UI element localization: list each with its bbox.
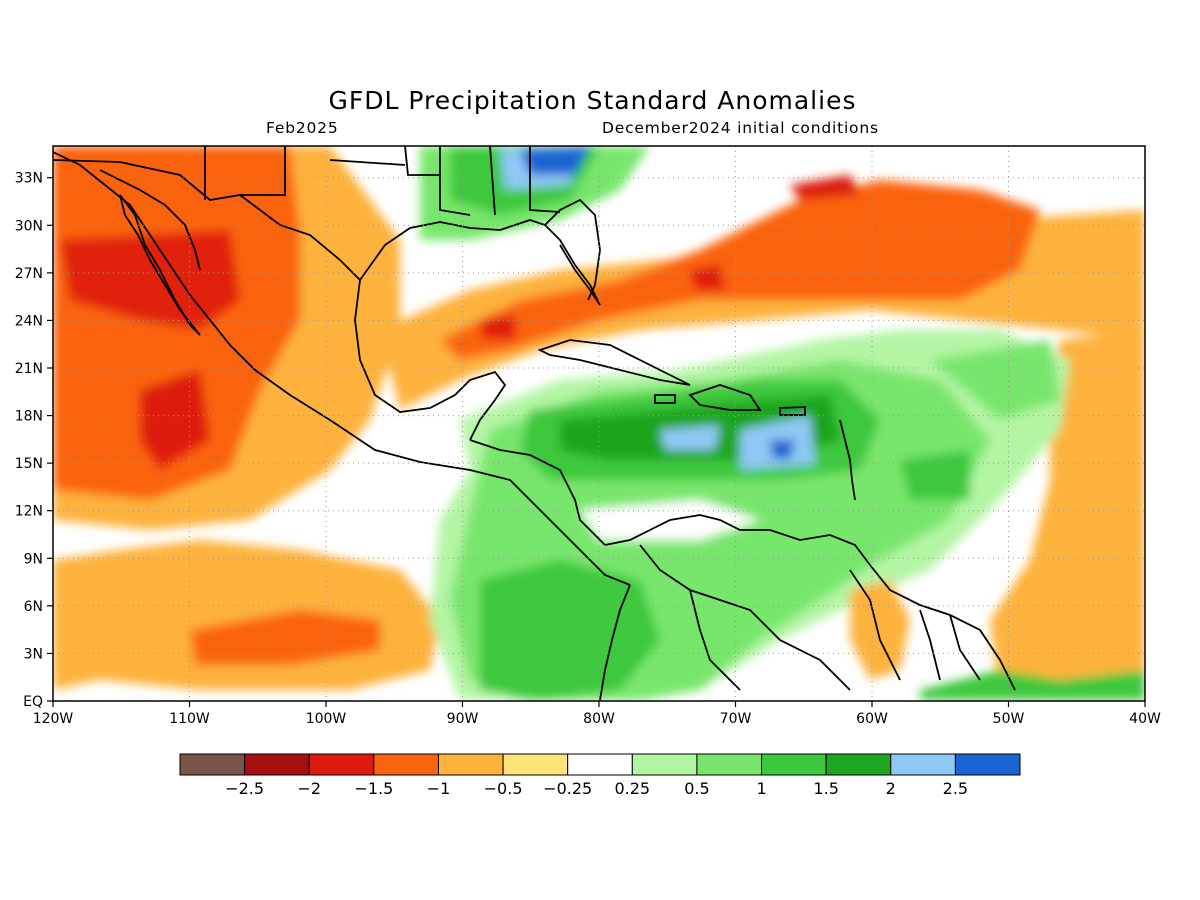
coastlines <box>53 146 1016 701</box>
colorbar-swatch <box>437 753 504 776</box>
colorbar-label: −0.25 <box>543 779 592 798</box>
colorbar-label: −1 <box>427 779 451 798</box>
lat-tick-label: EQ <box>23 694 43 710</box>
lon-tick-label: 80W <box>583 711 615 727</box>
lon-tick-label: 100W <box>306 711 347 727</box>
graticule <box>53 146 1145 701</box>
colorbar-swatch <box>825 753 892 776</box>
colorbar-swatch <box>502 753 569 776</box>
colorbar-label: 0.5 <box>684 779 709 798</box>
axis-ticks: 120W 110W 100W 90W 80W 70W 60W 50W 40W EQ 3N 6N 9N 12… <box>15 171 1161 727</box>
lon-tick-label: 90W <box>447 711 479 727</box>
lat-tick-label: 3N <box>24 646 43 662</box>
lat-tick-label: 9N <box>24 551 43 567</box>
colorbar: −2.5 −2 −1.5 −1 −0.5 −0.25 0.25 0.5 1 1.5 2 2.5 <box>179 753 1021 798</box>
lat-tick-label: 21N <box>15 361 43 377</box>
colorbar-label: −2 <box>297 779 321 798</box>
colorbar-swatch <box>631 753 698 776</box>
colorbar-label: 2.5 <box>943 779 968 798</box>
lat-tick-label: 33N <box>15 171 43 187</box>
colorbar-swatch <box>244 753 310 776</box>
colorbar-swatch <box>954 753 1021 776</box>
colorbar-swatch <box>308 753 375 776</box>
colorbar-swatch <box>179 753 246 776</box>
colorbar-swatch <box>696 753 763 776</box>
colorbar-label: −2.5 <box>225 779 264 798</box>
colorbar-swatch <box>373 753 439 776</box>
lat-tick-label: 18N <box>15 409 43 425</box>
lon-tick-label: 40W <box>1129 711 1161 727</box>
lat-tick-label: 30N <box>15 218 43 234</box>
lon-tick-label: 110W <box>169 711 210 727</box>
lat-tick-label: 6N <box>24 599 43 615</box>
colorbar-swatch <box>761 753 827 776</box>
chart-title: GFDL Precipitation Standard Anomalies <box>328 86 857 115</box>
colorbar-label: 1 <box>756 779 766 798</box>
lon-tick-label: 120W <box>33 711 74 727</box>
colorbar-swatch <box>567 753 633 776</box>
init-conditions-label: December2024 initial conditions <box>602 119 879 137</box>
colorbar-label: 0.25 <box>614 779 650 798</box>
colorbar-label: 2 <box>886 779 896 798</box>
lat-tick-label: 15N <box>15 456 43 472</box>
lon-tick-label: 50W <box>993 711 1025 727</box>
lat-tick-label: 12N <box>15 504 43 520</box>
lon-tick-label: 70W <box>720 711 752 727</box>
lat-tick-label: 24N <box>15 313 43 329</box>
colorbar-label: 1.5 <box>813 779 838 798</box>
anomaly-field <box>53 146 1145 701</box>
colorbar-label: −0.5 <box>484 779 523 798</box>
colorbar-label: −1.5 <box>354 779 393 798</box>
lat-tick-label: 27N <box>15 266 43 282</box>
lon-tick-label: 60W <box>856 711 888 727</box>
valid-month-label: Feb2025 <box>266 119 339 137</box>
colorbar-swatch <box>890 753 956 776</box>
